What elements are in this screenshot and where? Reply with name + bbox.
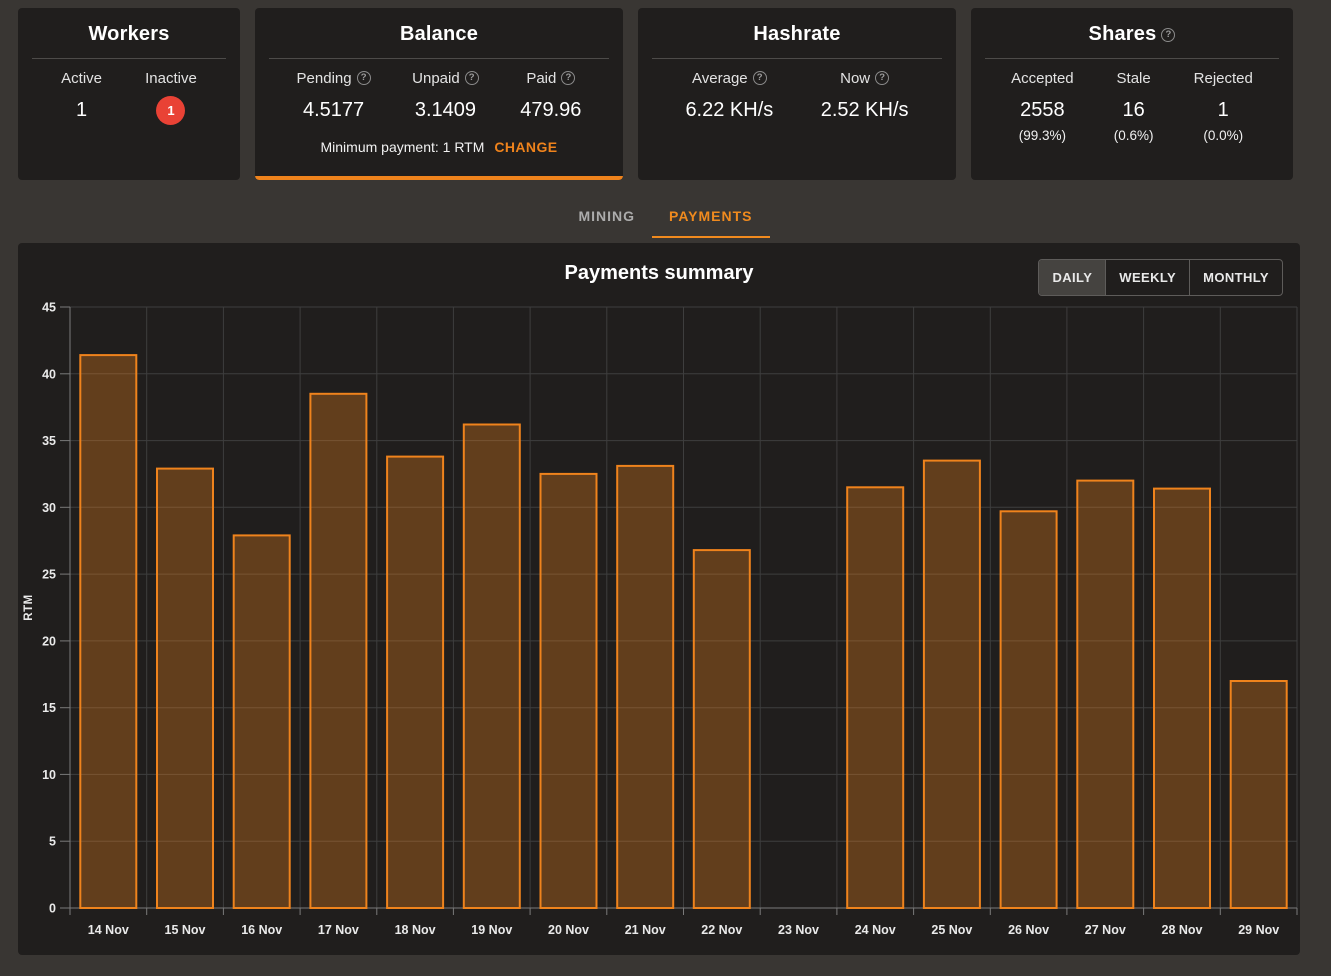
hashrate-card-title: Hashrate xyxy=(753,23,841,45)
hashrate-now-stat: Now? 2.52 KH/s xyxy=(821,70,909,126)
balance-card: Balance Pending? 4.5177 Unpaid? 3.1409 P… xyxy=(255,8,623,180)
help-icon[interactable]: ? xyxy=(356,70,371,85)
help-icon[interactable]: ? xyxy=(875,70,890,85)
svg-text:19 Nov: 19 Nov xyxy=(471,923,512,937)
shares-card-title: Shares? xyxy=(971,23,1293,46)
pending-label: Pending xyxy=(296,70,352,87)
balance-unpaid-stat: Unpaid? 3.1409 xyxy=(412,70,479,126)
svg-text:24 Nov: 24 Nov xyxy=(855,923,896,937)
range-daily-button[interactable]: DAILY xyxy=(1039,260,1106,295)
workers-card-title: Workers xyxy=(88,23,170,45)
workers-card: Workers Active 1 Inactive 1 xyxy=(18,8,240,180)
help-icon[interactable]: ? xyxy=(1161,27,1176,42)
rejected-value: 1 xyxy=(1217,98,1229,121)
svg-text:15 Nov: 15 Nov xyxy=(165,923,206,937)
balance-pending-stat: Pending? 4.5177 xyxy=(297,70,371,126)
svg-text:25: 25 xyxy=(42,568,56,582)
pending-value: 4.5177 xyxy=(302,99,365,121)
svg-text:20: 20 xyxy=(42,634,56,648)
average-value: 6.22 KH/s xyxy=(685,99,774,121)
svg-text:29 Nov: 29 Nov xyxy=(1238,923,1279,937)
accepted-label: Accepted xyxy=(1011,70,1074,87)
svg-text:14 Nov: 14 Nov xyxy=(88,923,129,937)
card-divider xyxy=(32,58,226,59)
shares-rejected-stat: Rejected 1 (0.0%) xyxy=(1194,70,1253,143)
paid-value: 479.96 xyxy=(520,99,582,121)
svg-text:18 Nov: 18 Nov xyxy=(395,923,436,937)
workers-inactive-stat: Inactive 1 xyxy=(145,70,197,125)
now-value: 2.52 KH/s xyxy=(820,99,909,121)
balance-accent-bar xyxy=(255,176,623,180)
rejected-percent: (0.0%) xyxy=(1203,128,1244,143)
workers-active-stat: Active 1 xyxy=(61,70,102,125)
payments-summary-chart: 0 5 10 15 20 25 30 35 40 45 14 Nov 15 Nov 16 Nov 17 N… xyxy=(23,301,1298,937)
svg-text:20 Nov: 20 Nov xyxy=(548,923,589,937)
stale-value: 16 xyxy=(1122,98,1145,121)
svg-text:27 Nov: 27 Nov xyxy=(1085,923,1126,937)
accepted-value: 2558 xyxy=(1020,98,1065,121)
paid-label: Paid xyxy=(526,70,557,87)
range-toggle-group: DAILY WEEKLY MONTHLY xyxy=(1038,259,1283,296)
range-monthly-button[interactable]: MONTHLY xyxy=(1189,260,1282,295)
average-label: Average xyxy=(692,70,748,87)
svg-text:25 Nov: 25 Nov xyxy=(931,923,972,937)
stale-label: Stale xyxy=(1116,70,1151,87)
svg-text:28 Nov: 28 Nov xyxy=(1162,923,1203,937)
minimum-payment-text: Minimum payment: 1 RTM xyxy=(320,138,485,155)
svg-text:21 Nov: 21 Nov xyxy=(625,923,666,937)
tab-mining[interactable]: MINING xyxy=(578,208,636,224)
chart-title: Payments summary xyxy=(564,262,754,284)
active-label: Active xyxy=(61,70,102,87)
change-minimum-payment-link[interactable]: CHANGE xyxy=(494,138,558,155)
accepted-percent: (99.3%) xyxy=(1018,128,1067,143)
svg-text:RTM: RTM xyxy=(23,594,35,620)
svg-text:17 Nov: 17 Nov xyxy=(318,923,359,937)
svg-text:30: 30 xyxy=(42,501,56,515)
help-icon[interactable]: ? xyxy=(464,70,479,85)
main-tabs: MINING PAYMENTS xyxy=(0,196,1331,240)
balance-card-title: Balance xyxy=(399,23,479,45)
svg-text:15: 15 xyxy=(42,701,56,715)
svg-text:45: 45 xyxy=(42,301,56,315)
svg-text:40: 40 xyxy=(42,367,56,381)
svg-text:22 Nov: 22 Nov xyxy=(701,923,742,937)
active-value: 1 xyxy=(76,98,88,121)
shares-accepted-stat: Accepted 2558 (99.3%) xyxy=(1011,70,1074,143)
card-divider xyxy=(985,58,1279,59)
hashrate-average-stat: Average? 6.22 KH/s xyxy=(685,70,773,126)
help-icon[interactable]: ? xyxy=(561,70,576,85)
balance-paid-stat: Paid? 479.96 xyxy=(520,70,581,126)
rejected-label: Rejected xyxy=(1193,70,1253,87)
stale-percent: (0.6%) xyxy=(1113,128,1154,143)
unpaid-value: 3.1409 xyxy=(414,99,477,121)
svg-text:23 Nov: 23 Nov xyxy=(778,923,819,937)
shares-card: Shares? Accepted 2558 (99.3%) Stale 16 (… xyxy=(971,8,1293,180)
card-divider xyxy=(652,58,942,59)
shares-stale-stat: Stale 16 (0.6%) xyxy=(1114,70,1154,143)
svg-text:26 Nov: 26 Nov xyxy=(1008,923,1049,937)
hashrate-card: Hashrate Average? 6.22 KH/s Now? 2.52 KH… xyxy=(638,8,956,180)
svg-text:35: 35 xyxy=(42,434,56,448)
svg-text:16 Nov: 16 Nov xyxy=(241,923,282,937)
card-divider xyxy=(269,58,609,59)
now-label: Now xyxy=(840,70,871,87)
svg-text:10: 10 xyxy=(42,768,56,782)
svg-text:5: 5 xyxy=(49,835,56,849)
help-icon[interactable]: ? xyxy=(752,70,767,85)
stats-cards-row: Workers Active 1 Inactive 1 Balance xyxy=(0,0,1331,180)
range-weekly-button[interactable]: WEEKLY xyxy=(1105,260,1189,295)
tab-payments[interactable]: PAYMENTS xyxy=(652,196,770,238)
inactive-label: Inactive xyxy=(145,70,197,87)
svg-text:0: 0 xyxy=(49,902,56,916)
payments-summary-panel: Payments summary DAILY WEEKLY MONTHLY 0 5… xyxy=(18,243,1300,955)
unpaid-label: Unpaid xyxy=(412,70,460,87)
inactive-count-badge: 1 xyxy=(156,95,186,125)
